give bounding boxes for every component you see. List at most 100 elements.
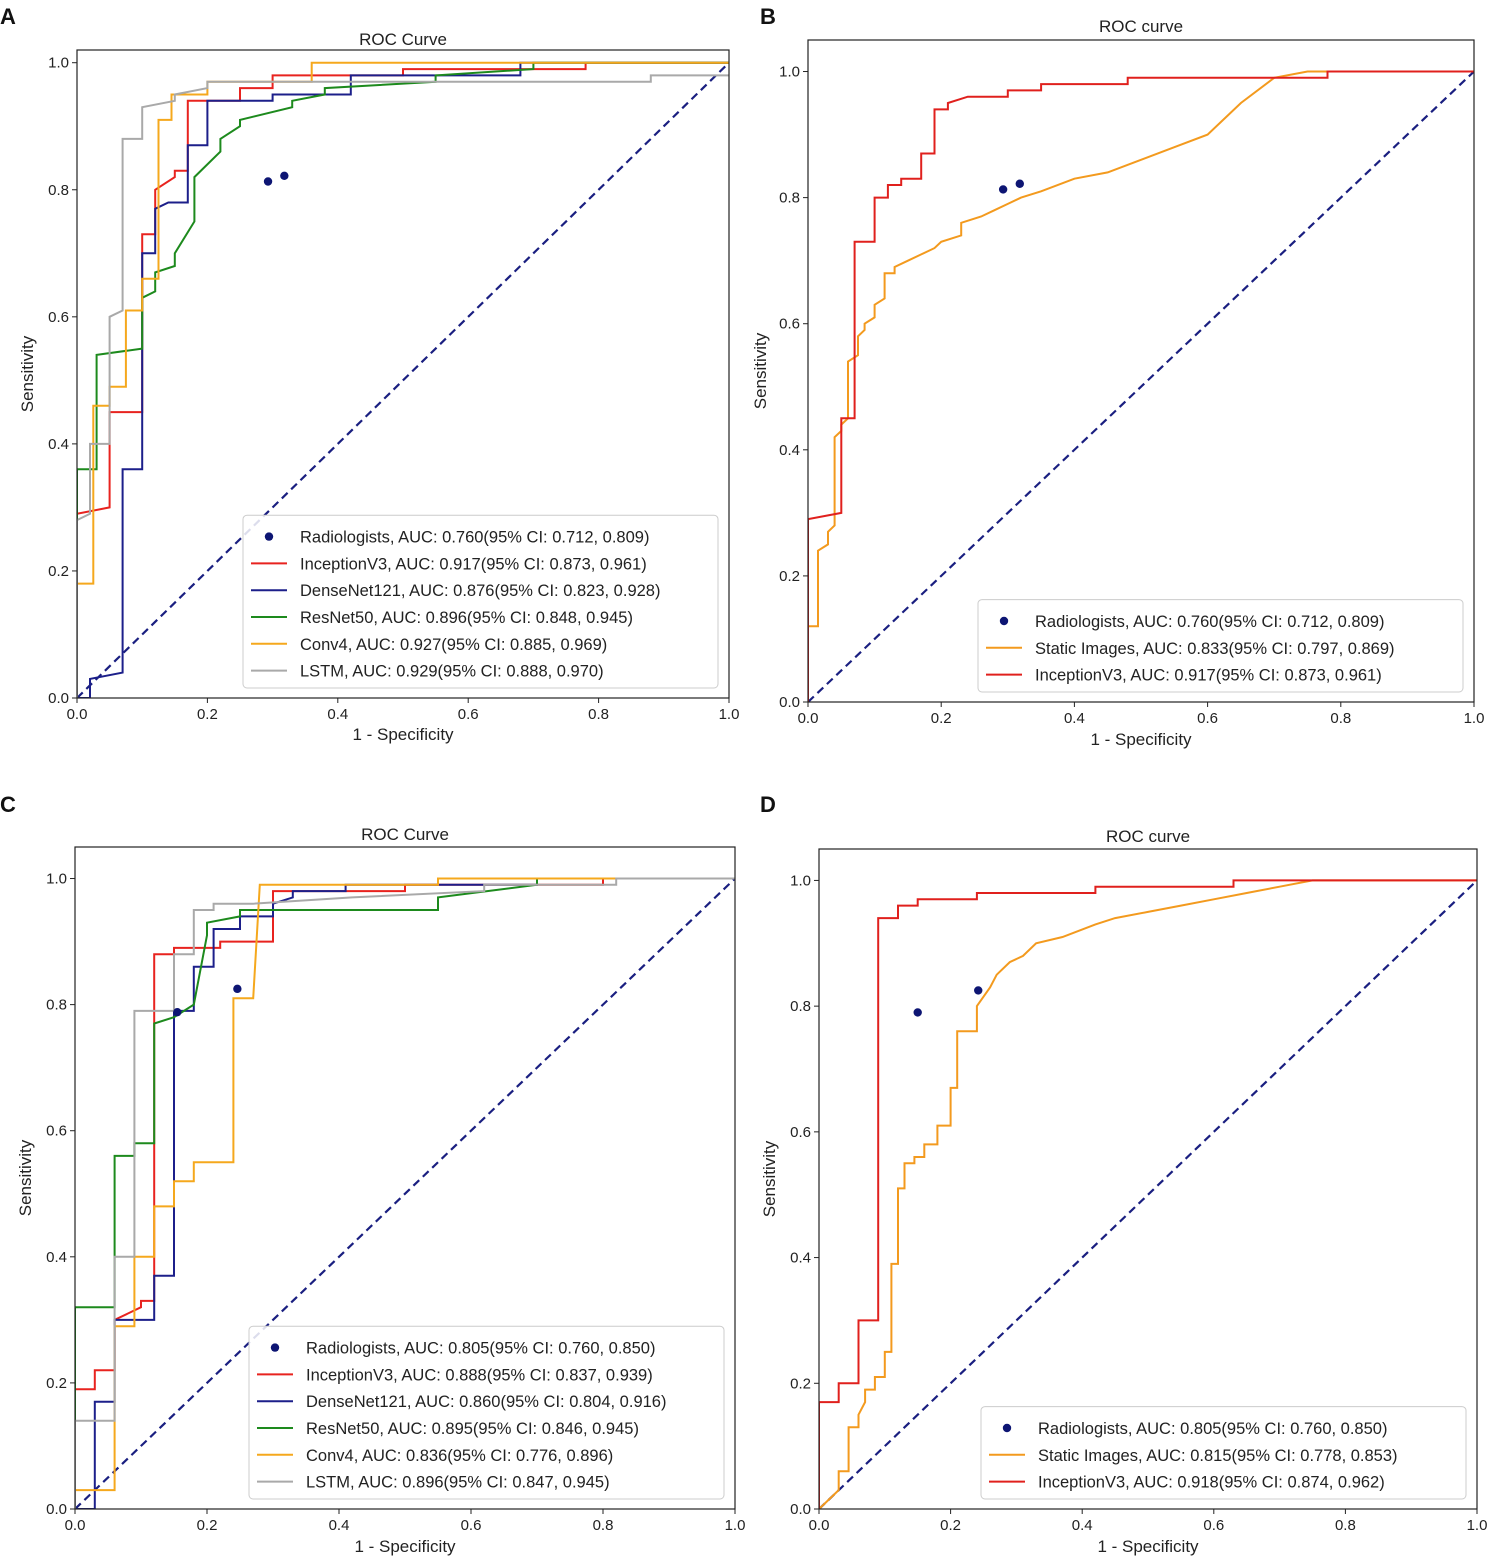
x-tick-label: 0.8 [1330,710,1351,727]
chance-diagonal-line [77,61,729,698]
x-tick-label: 1.0 [725,1517,746,1534]
x-tick-label: 0.0 [67,706,88,723]
y-tick-label: 0.2 [779,568,800,585]
y-tick-label: 0.8 [48,182,69,199]
radiologist-point [998,185,1008,194]
x-tick-label: 1.0 [1467,1517,1488,1534]
legend-entry-label: Conv4, AUC: 0.836(95% CI: 0.776, 0.896) [306,1447,613,1465]
y-tick-label: 0.6 [46,1123,67,1140]
x-tick-label: 0.8 [593,1517,614,1534]
legend-entry-label: ResNet50, AUC: 0.896(95% CI: 0.848, 0.94… [300,609,633,627]
legend-entry-label: Radiologists, AUC: 0.760(95% CI: 0.712, … [1035,613,1384,631]
y-axis-label: Sensitivity [751,332,770,409]
legend-box [980,1406,1467,1500]
chance-diagonal-line [819,879,1477,1509]
legend-marker-point [270,1343,280,1352]
x-tick-label: 0.4 [1064,710,1085,727]
y-tick-label: 1.0 [779,64,800,81]
y-tick-label: 0.2 [46,1375,67,1392]
plot-area [77,61,729,698]
legend-entry-label: Conv4, AUC: 0.927(95% CI: 0.885, 0.969) [300,636,607,654]
panel-letter: B [760,4,776,29]
y-tick-label: 1.0 [790,872,811,889]
panel-d: D ROC curve 0.00.0 0.2 0.2 0.4 0.4 0.6 0.6 0.8 0.8… [760,792,1487,1556]
y-tick-label: 0.4 [790,1250,811,1267]
plot-frame [74,846,736,1510]
chart-title: ROC curve [1099,17,1183,36]
plot-area [75,877,735,1509]
legend-entry-label: ResNet50, AUC: 0.895(95% CI: 0.846, 0.94… [306,1420,639,1438]
legend-entry-label: LSTM, AUC: 0.929(95% CI: 0.888, 0.970) [300,663,604,681]
panel-letter: C [0,792,16,817]
x-tick-label: 0.2 [931,710,952,727]
legend: Radiologists, AUC: 0.760(95% CI: 0.712, … [242,514,719,689]
chance-diagonal-line [808,70,1474,702]
y-tick-label: 0.0 [790,1501,811,1518]
plot-frame [807,39,1475,703]
radiologist-point [913,1008,922,1017]
panel-b: B ROC curve 0.00.0 0.2 0.2 0.4 0.4 0.6 0.6 0.8 0.8… [751,4,1484,749]
legend-marker-point [999,616,1009,626]
radiologist-point [280,171,289,180]
y-tick-label: 0.6 [779,316,800,333]
y-tick-label: 0.8 [46,997,67,1014]
legend-box [977,599,1464,693]
y-tick-label: 0.6 [790,1124,811,1141]
legend-entry-label: InceptionV3, AUC: 0.917(95% CI: 0.873, 0… [300,555,647,573]
plot-frame [76,49,730,699]
radiologist-point [233,984,242,994]
y-tick-label: 0.2 [790,1375,811,1392]
x-tick-label: 0.0 [809,1517,830,1534]
y-tick-label: 1.0 [48,55,69,72]
x-tick-label: 0.6 [1203,1517,1224,1534]
x-axis-label: 1 - Specificity [1090,730,1192,749]
chart-title: ROC Curve [359,30,447,49]
y-tick-label: 0.4 [779,442,800,459]
y-axis-label: Sensitivity [16,1139,35,1216]
chart-title: ROC curve [1106,827,1190,846]
roc-line-static-images [808,70,1474,702]
radiologist-point [173,1007,182,1017]
legend-box [248,1325,725,1500]
legend-box [242,514,719,689]
x-axis-label: 1 - Specificity [352,725,454,744]
panel-letter: A [0,4,16,29]
x-axis-label: 1 - Specificity [1097,1537,1199,1556]
roc-line-static-images [819,879,1477,1509]
legend-entry-label: Static Images, AUC: 0.815(95% CI: 0.778,… [1038,1447,1398,1465]
y-tick-label: 1.0 [46,871,67,888]
x-tick-label: 0.8 [588,706,609,723]
x-tick-label: 0.2 [940,1517,961,1534]
x-tick-label: 0.4 [1072,1517,1093,1534]
x-tick-label: 0.0 [65,1517,86,1534]
radiologist-point [1015,179,1024,188]
y-axis-label: Sensitivity [18,335,37,412]
legend-entry-label: Radiologists, AUC: 0.805(95% CI: 0.760, … [306,1340,655,1358]
x-tick-label: 0.8 [1335,1517,1356,1534]
panel-c: C ROC Curve 0.00.0 0.2 0.2 0.4 0.4 0.6 0.6 0.8 0.8… [0,792,745,1556]
x-tick-label: 1.0 [1464,710,1485,727]
x-tick-label: 0.6 [458,706,479,723]
legend: Radiologists, AUC: 0.805(95% CI: 0.760, … [980,1406,1467,1500]
roc-line-inceptionv3 [808,70,1474,702]
roc-line-inceptionv3 [819,879,1477,1509]
panel-letter: D [760,792,776,817]
legend-entry-label: DenseNet121, AUC: 0.876(95% CI: 0.823, 0… [300,582,660,600]
legend-marker-point [1002,1423,1012,1433]
y-tick-label: 0.4 [48,436,69,453]
legend-entry-label: InceptionV3, AUC: 0.918(95% CI: 0.874, 0… [1038,1474,1385,1492]
roc-line-conv4 [75,877,735,1509]
y-tick-label: 0.2 [48,563,69,580]
roc-line-lstm [77,74,729,698]
y-tick-label: 0.8 [779,190,800,207]
roc-line-resnet50 [75,877,735,1509]
legend-entry-label: LSTM, AUC: 0.896(95% CI: 0.847, 0.945) [306,1474,610,1492]
x-axis-label: 1 - Specificity [354,1537,456,1556]
y-tick-label: 0.4 [46,1249,67,1266]
legend-entry-label: InceptionV3, AUC: 0.917(95% CI: 0.873, 0… [1035,667,1382,685]
y-tick-label: 0.0 [779,694,800,711]
legend: Radiologists, AUC: 0.805(95% CI: 0.760, … [248,1325,725,1500]
legend: Radiologists, AUC: 0.760(95% CI: 0.712, … [977,599,1464,693]
